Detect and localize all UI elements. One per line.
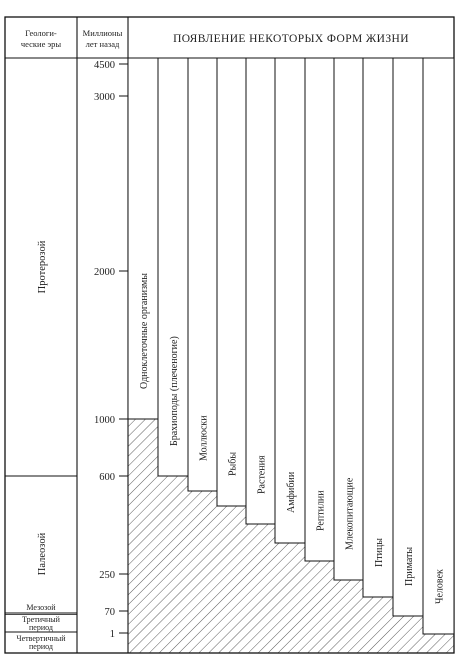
life-form-column (157, 57, 189, 477)
years-header-line2: лет назад (86, 39, 120, 49)
life-form-column (304, 57, 335, 562)
era-label-mesozoic: Мезозой (26, 603, 56, 612)
time-tick-label: 3000 (94, 92, 115, 103)
main-title: ПОЯВЛЕНИЕ НЕКОТОРЫХ ФОРМ ЖИЗНИ (173, 33, 409, 45)
life-form-column (187, 57, 218, 492)
life-form-label: Брахиоподы (плеченогие) (169, 336, 180, 446)
time-tick-label: 4500 (94, 60, 115, 71)
era-label-proterozoic: Протерозой (37, 240, 48, 293)
era-label-paleozoic: Палеозой (37, 532, 48, 575)
era-label-tertiary-line2: период (29, 623, 53, 632)
life-form-column (127, 57, 159, 420)
life-form-label: Амфибии (286, 471, 297, 513)
life-form-label: Птицы (374, 538, 385, 567)
time-tick-label: 1 (110, 629, 115, 640)
eras-header-line2: ческие эры (21, 39, 62, 49)
life-form-label: Человек (435, 569, 446, 604)
era-label-tertiary-line1: Третичный (22, 615, 61, 624)
life-form-column (362, 57, 394, 598)
time-tick-label: 250 (99, 570, 115, 581)
life-form-label: Растения (257, 455, 268, 494)
eras-header-line1: Геологи- (25, 28, 57, 38)
life-form-column (274, 57, 306, 544)
life-form-columns: Одноклеточные организмы Брахиоподы (плече… (127, 57, 455, 635)
life-form-label: Приматы (404, 547, 415, 586)
life-form-column (422, 57, 455, 635)
life-form-column (333, 57, 364, 581)
years-header-line1: Миллионы (83, 28, 123, 38)
life-form-label: Моллюски (199, 415, 210, 461)
era-label-quaternary-line2: период (29, 642, 53, 651)
life-form-label: Млекопитающие (345, 477, 356, 550)
life-form-label: Рептилии (316, 490, 327, 531)
life-form-label: Одноклеточные организмы (139, 273, 150, 389)
time-ticks: 4500 3000 2000 1000 600 250 70 1 (94, 60, 128, 640)
life-form-column (245, 57, 276, 525)
life-form-label: Рыбы (228, 452, 239, 476)
time-tick-label: 70 (105, 607, 116, 618)
time-tick-label: 1000 (94, 415, 115, 426)
time-tick-label: 2000 (94, 267, 115, 278)
time-tick-label: 600 (99, 472, 115, 483)
hatched-region (128, 419, 454, 653)
life-form-column (216, 57, 247, 507)
life-form-column (392, 57, 424, 617)
era-label-quaternary-line1: Четвертичный (16, 634, 66, 643)
